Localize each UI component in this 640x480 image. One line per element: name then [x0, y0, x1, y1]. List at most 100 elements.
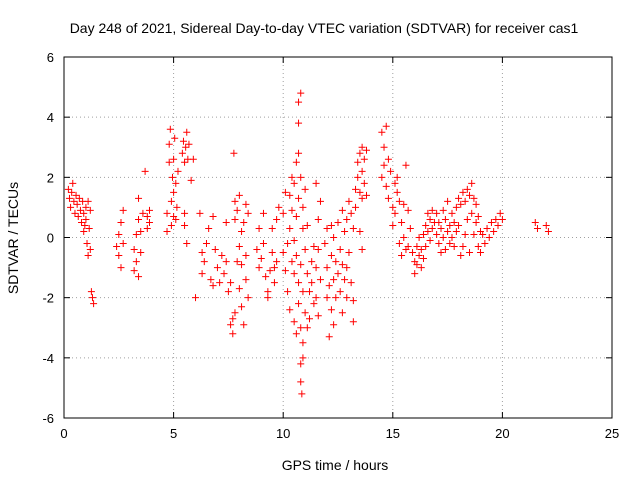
data-point [343, 264, 351, 272]
data-point [356, 188, 364, 196]
data-point [468, 209, 476, 217]
data-point [327, 221, 335, 229]
data-point [295, 119, 303, 127]
data-point [338, 309, 346, 317]
data-point [439, 206, 447, 214]
data-point [419, 230, 427, 238]
data-point [255, 264, 263, 272]
data-point [297, 378, 305, 386]
data-point [308, 279, 316, 287]
data-point [240, 321, 248, 329]
data-point [409, 249, 417, 257]
data-point [139, 209, 147, 217]
data-point [391, 209, 399, 217]
data-point [72, 191, 80, 199]
data-point [90, 300, 98, 308]
axis-ticks [63, 56, 613, 419]
data-point [345, 197, 353, 205]
data-point [233, 258, 241, 266]
data-point [466, 191, 474, 199]
data-point [240, 218, 248, 226]
data-point [299, 203, 307, 211]
data-point [259, 240, 267, 248]
data-point [78, 218, 86, 226]
data-point [297, 261, 305, 269]
data-point [163, 209, 171, 217]
data-point [341, 227, 349, 235]
data-point [268, 249, 276, 257]
data-point [492, 215, 500, 223]
data-point [211, 246, 219, 254]
data-point [474, 243, 482, 251]
data-point [476, 249, 484, 257]
data-point [281, 267, 289, 275]
data-point [73, 200, 81, 208]
data-point [310, 300, 318, 308]
data-point [498, 215, 506, 223]
data-point [474, 212, 482, 220]
data-point [185, 140, 193, 148]
data-point [163, 227, 171, 235]
data-point [452, 203, 460, 211]
data-point [422, 221, 430, 229]
data-points [64, 89, 552, 398]
data-point [135, 273, 143, 281]
data-point [115, 252, 123, 260]
data-point [84, 252, 92, 260]
data-point [487, 218, 495, 226]
data-point [69, 179, 77, 187]
data-point [238, 261, 246, 269]
data-point [490, 227, 498, 235]
data-point [417, 264, 425, 272]
data-point [227, 321, 235, 329]
data-point [183, 240, 191, 248]
data-point [437, 249, 445, 257]
data-point [378, 128, 386, 136]
data-point [306, 288, 314, 296]
data-point [165, 158, 173, 166]
data-point [170, 155, 178, 163]
data-point [242, 276, 250, 284]
data-point [393, 188, 401, 196]
data-point [380, 161, 388, 169]
data-point [238, 227, 246, 235]
data-point [446, 240, 454, 248]
data-point [297, 173, 305, 181]
data-point [255, 224, 263, 232]
data-point [299, 339, 307, 347]
data-point [119, 206, 127, 214]
data-point [284, 240, 292, 248]
data-point [470, 194, 478, 202]
data-point [323, 294, 331, 302]
data-point [459, 243, 467, 251]
data-point [358, 246, 366, 254]
data-point [297, 360, 305, 368]
data-point [316, 197, 324, 205]
data-point [117, 264, 125, 272]
data-point [461, 230, 469, 238]
data-point [273, 215, 281, 223]
data-point [262, 273, 270, 281]
data-point [384, 194, 392, 202]
data-point [362, 146, 370, 154]
data-point [402, 161, 410, 169]
data-point [435, 218, 443, 226]
x-tick-labels: 0 5 10 15 20 25 [60, 426, 619, 441]
data-point [244, 209, 252, 217]
data-point [198, 249, 206, 257]
data-point [295, 194, 303, 202]
data-point [145, 218, 153, 226]
data-point [303, 324, 311, 332]
data-point [292, 212, 300, 220]
data-point [281, 188, 289, 196]
data-point [308, 258, 316, 266]
data-point [189, 155, 197, 163]
data-point [286, 306, 294, 314]
data-point [292, 252, 300, 260]
data-point [481, 240, 489, 248]
data-point [411, 270, 419, 278]
data-point [170, 188, 178, 196]
data-point [413, 243, 421, 251]
data-point [71, 209, 79, 217]
